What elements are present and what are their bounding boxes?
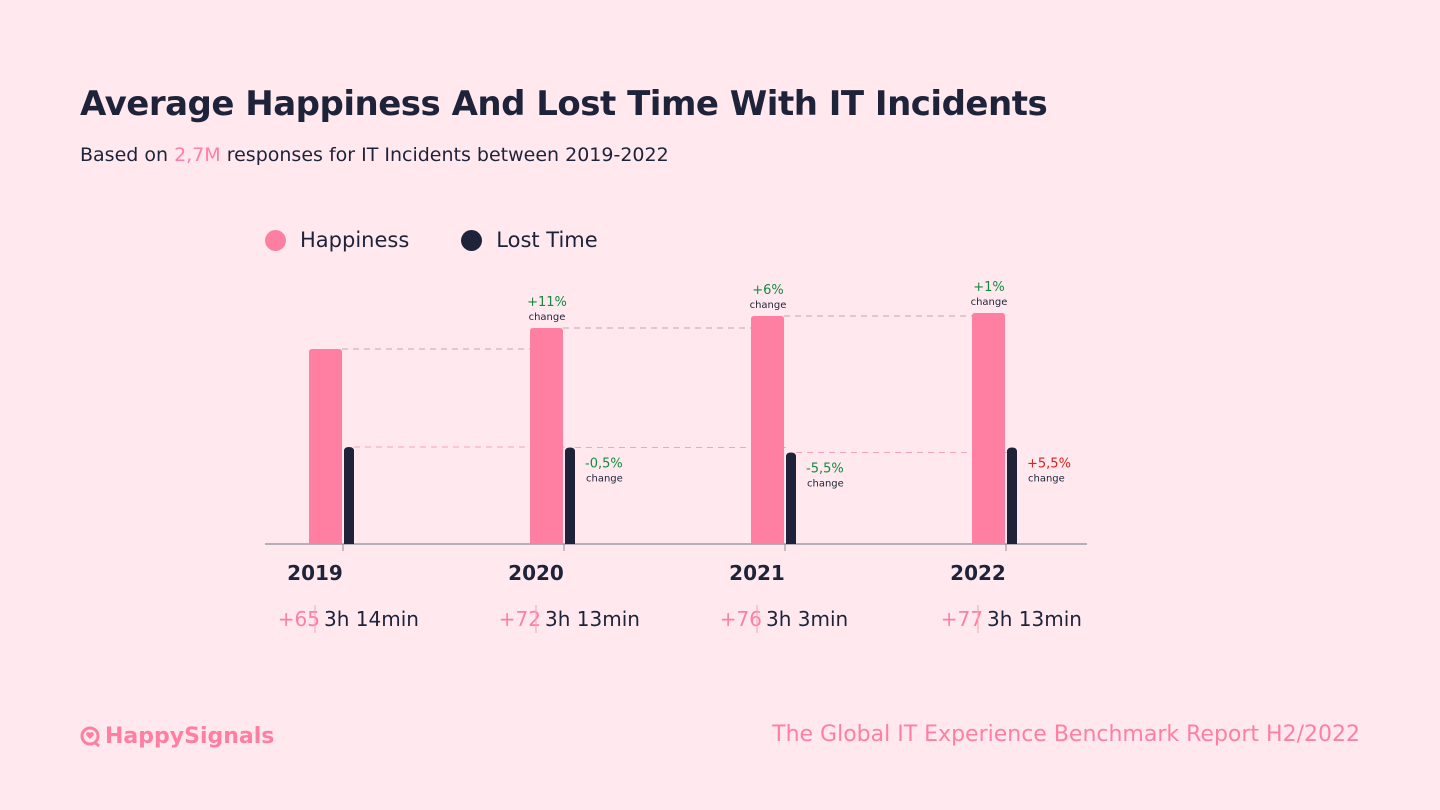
lost-time-change: -5,5% <box>806 462 844 477</box>
lost-time-value: 3h 13min <box>987 607 1082 631</box>
happiness-bar <box>972 313 1005 544</box>
lost-time-bar <box>565 447 575 544</box>
happiness-bar <box>751 316 784 544</box>
legend-lost-time: Lost Time <box>461 228 598 252</box>
subtitle: Based on 2,7M responses for IT Incidents… <box>80 144 669 166</box>
responses-count: 2,7M <box>174 144 221 166</box>
lost-time-change: +5,5% <box>1027 457 1071 472</box>
happiness-dot-icon <box>265 229 286 251</box>
legend-label: Happiness <box>300 228 410 252</box>
happiness-bar <box>530 328 563 544</box>
year-label: 2020 <box>508 561 564 585</box>
page-title: Average Happiness And Lost Time With IT … <box>80 84 1048 124</box>
year-label: 2022 <box>950 561 1006 585</box>
happiness-value: +76 <box>720 607 762 631</box>
change-label: change <box>529 312 566 323</box>
year-label: 2021 <box>729 561 785 585</box>
happiness-bar <box>309 349 342 544</box>
change-label: change <box>807 479 844 490</box>
brand-logo: HappySignals <box>80 724 274 749</box>
lost-time-change: -0,5% <box>585 457 623 472</box>
legend: Happiness Lost Time <box>265 228 598 252</box>
change-label: change <box>750 300 787 311</box>
lost-time-dot-icon <box>461 229 483 251</box>
year-label: 2019 <box>287 561 343 585</box>
change-label: change <box>586 474 623 485</box>
legend-label: Lost Time <box>496 228 598 252</box>
lost-time-value: 3h 3min <box>766 607 848 631</box>
lost-time-bar <box>1007 447 1017 544</box>
happiness-value: +72 <box>499 607 541 631</box>
lost-time-value: 3h 13min <box>545 607 640 631</box>
lost-time-bar <box>786 452 796 544</box>
happiness-value: +77 <box>941 607 983 631</box>
subtitle-prefix: Based on <box>80 144 175 166</box>
happiness-value: +65 <box>278 607 320 631</box>
brand-name: HappySignals <box>105 724 275 749</box>
change-label: change <box>971 297 1008 308</box>
happiness-change: +11% <box>527 295 567 310</box>
lost-time-bar <box>344 447 354 544</box>
report-name: The Global IT Experience Benchmark Repor… <box>772 722 1360 747</box>
legend-happiness: Happiness <box>265 228 409 252</box>
speech-heart-icon <box>80 726 100 747</box>
change-label: change <box>1028 474 1065 485</box>
lost-time-value: 3h 14min <box>324 607 419 631</box>
happiness-change: +1% <box>973 280 1005 295</box>
happiness-change: +6% <box>752 283 784 298</box>
subtitle-suffix: responses for IT Incidents between 2019-… <box>220 144 669 166</box>
